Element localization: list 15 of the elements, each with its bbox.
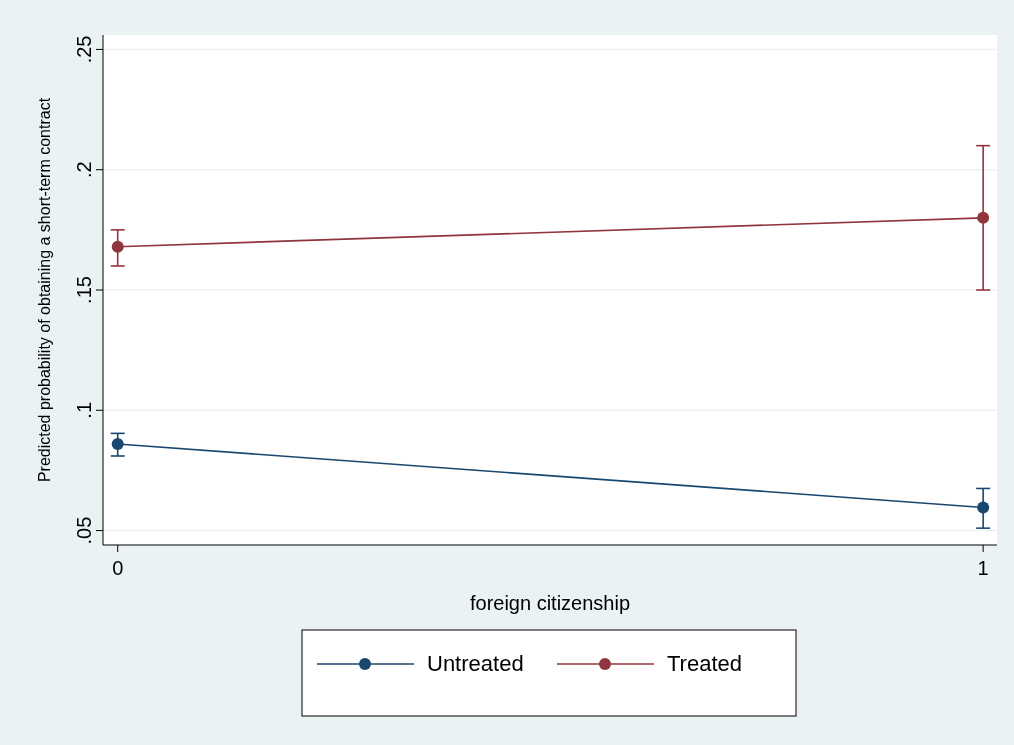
point [111,437,124,450]
y-tick-label: .2 [73,161,95,179]
y-tick-label: .1 [73,401,95,419]
y-tick-label: .15 [73,276,95,304]
y-tick-label: .25 [73,35,95,64]
legend-label: Untreated [427,651,524,676]
point [977,501,990,514]
point [977,211,990,224]
y-axis-title: Predicted probability of obtaining a short-term contract [36,97,53,483]
legend-label: Treated [667,651,743,676]
point [111,240,124,253]
x-tick-label: 1 [977,557,989,579]
x-axis-title: foreign citizenship [469,592,631,614]
y-tick-label: .05 [73,516,95,545]
x-tick-label: 0 [112,557,124,579]
